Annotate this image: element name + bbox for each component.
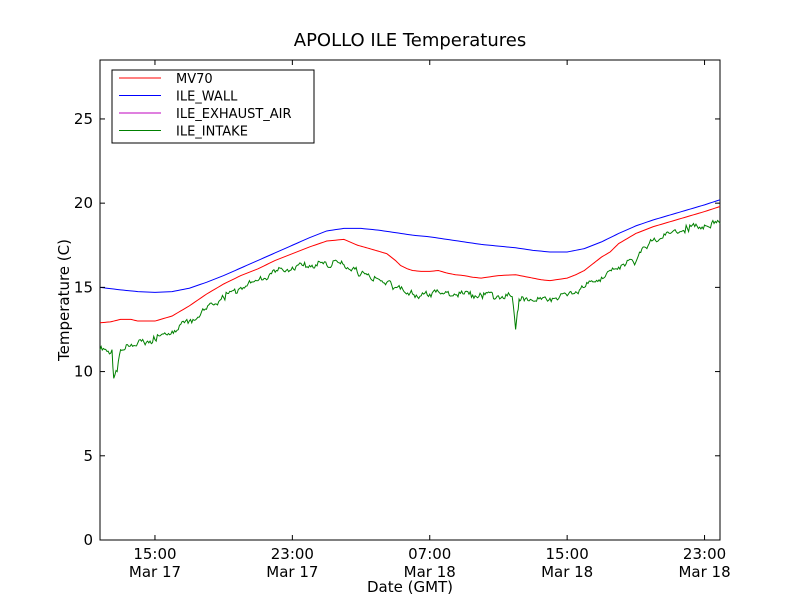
legend-entries: MV70 ILE_WALL ILE_EXHAUST_AIR ILE_INTAKE — [119, 72, 292, 140]
series-line-ile-intake — [99, 219, 721, 379]
legend-label: ILE_INTAKE — [176, 125, 248, 140]
x-tick-label-date: Mar 17 — [266, 563, 318, 581]
legend-label: ILE_WALL — [176, 90, 238, 105]
x-tick-label-date: Mar 18 — [678, 563, 730, 581]
y-tick-label: 20 — [74, 194, 93, 212]
y-tick-label: 10 — [74, 363, 93, 381]
x-tick-label-date: Mar 17 — [129, 563, 181, 581]
legend-label: MV70 — [176, 72, 213, 87]
y-tick-label: 5 — [83, 447, 93, 465]
x-tick-label-date: Mar 18 — [404, 563, 456, 581]
y-tick-label: 15 — [74, 278, 93, 296]
series-line-ile-wall — [99, 199, 721, 293]
chart-title: APOLLO ILE Temperatures — [294, 30, 526, 51]
x-tick-label-time: 07:00 — [408, 545, 451, 563]
y-tick-label: 0 — [83, 531, 93, 549]
x-tick-label-time: 15:00 — [133, 545, 176, 563]
y-axis-label: Temperature (C) — [55, 239, 73, 362]
series-line-mv70 — [99, 206, 721, 324]
legend-label: ILE_EXHAUST_AIR — [176, 107, 292, 122]
y-tick-label: 25 — [74, 110, 93, 128]
x-tick-label-time: 15:00 — [546, 545, 589, 563]
series-layer — [99, 199, 721, 379]
x-axis-label: Date (GMT) — [367, 578, 453, 596]
x-tick-label-time: 23:00 — [683, 545, 726, 563]
x-tick-label-date: Mar 18 — [541, 563, 593, 581]
y-axis-ticks: 0 5 10 15 20 25 — [74, 110, 720, 549]
legend: MV70 ILE_WALL ILE_EXHAUST_AIR ILE_INTAKE — [111, 69, 315, 144]
x-tick-label-time: 23:00 — [271, 545, 314, 563]
